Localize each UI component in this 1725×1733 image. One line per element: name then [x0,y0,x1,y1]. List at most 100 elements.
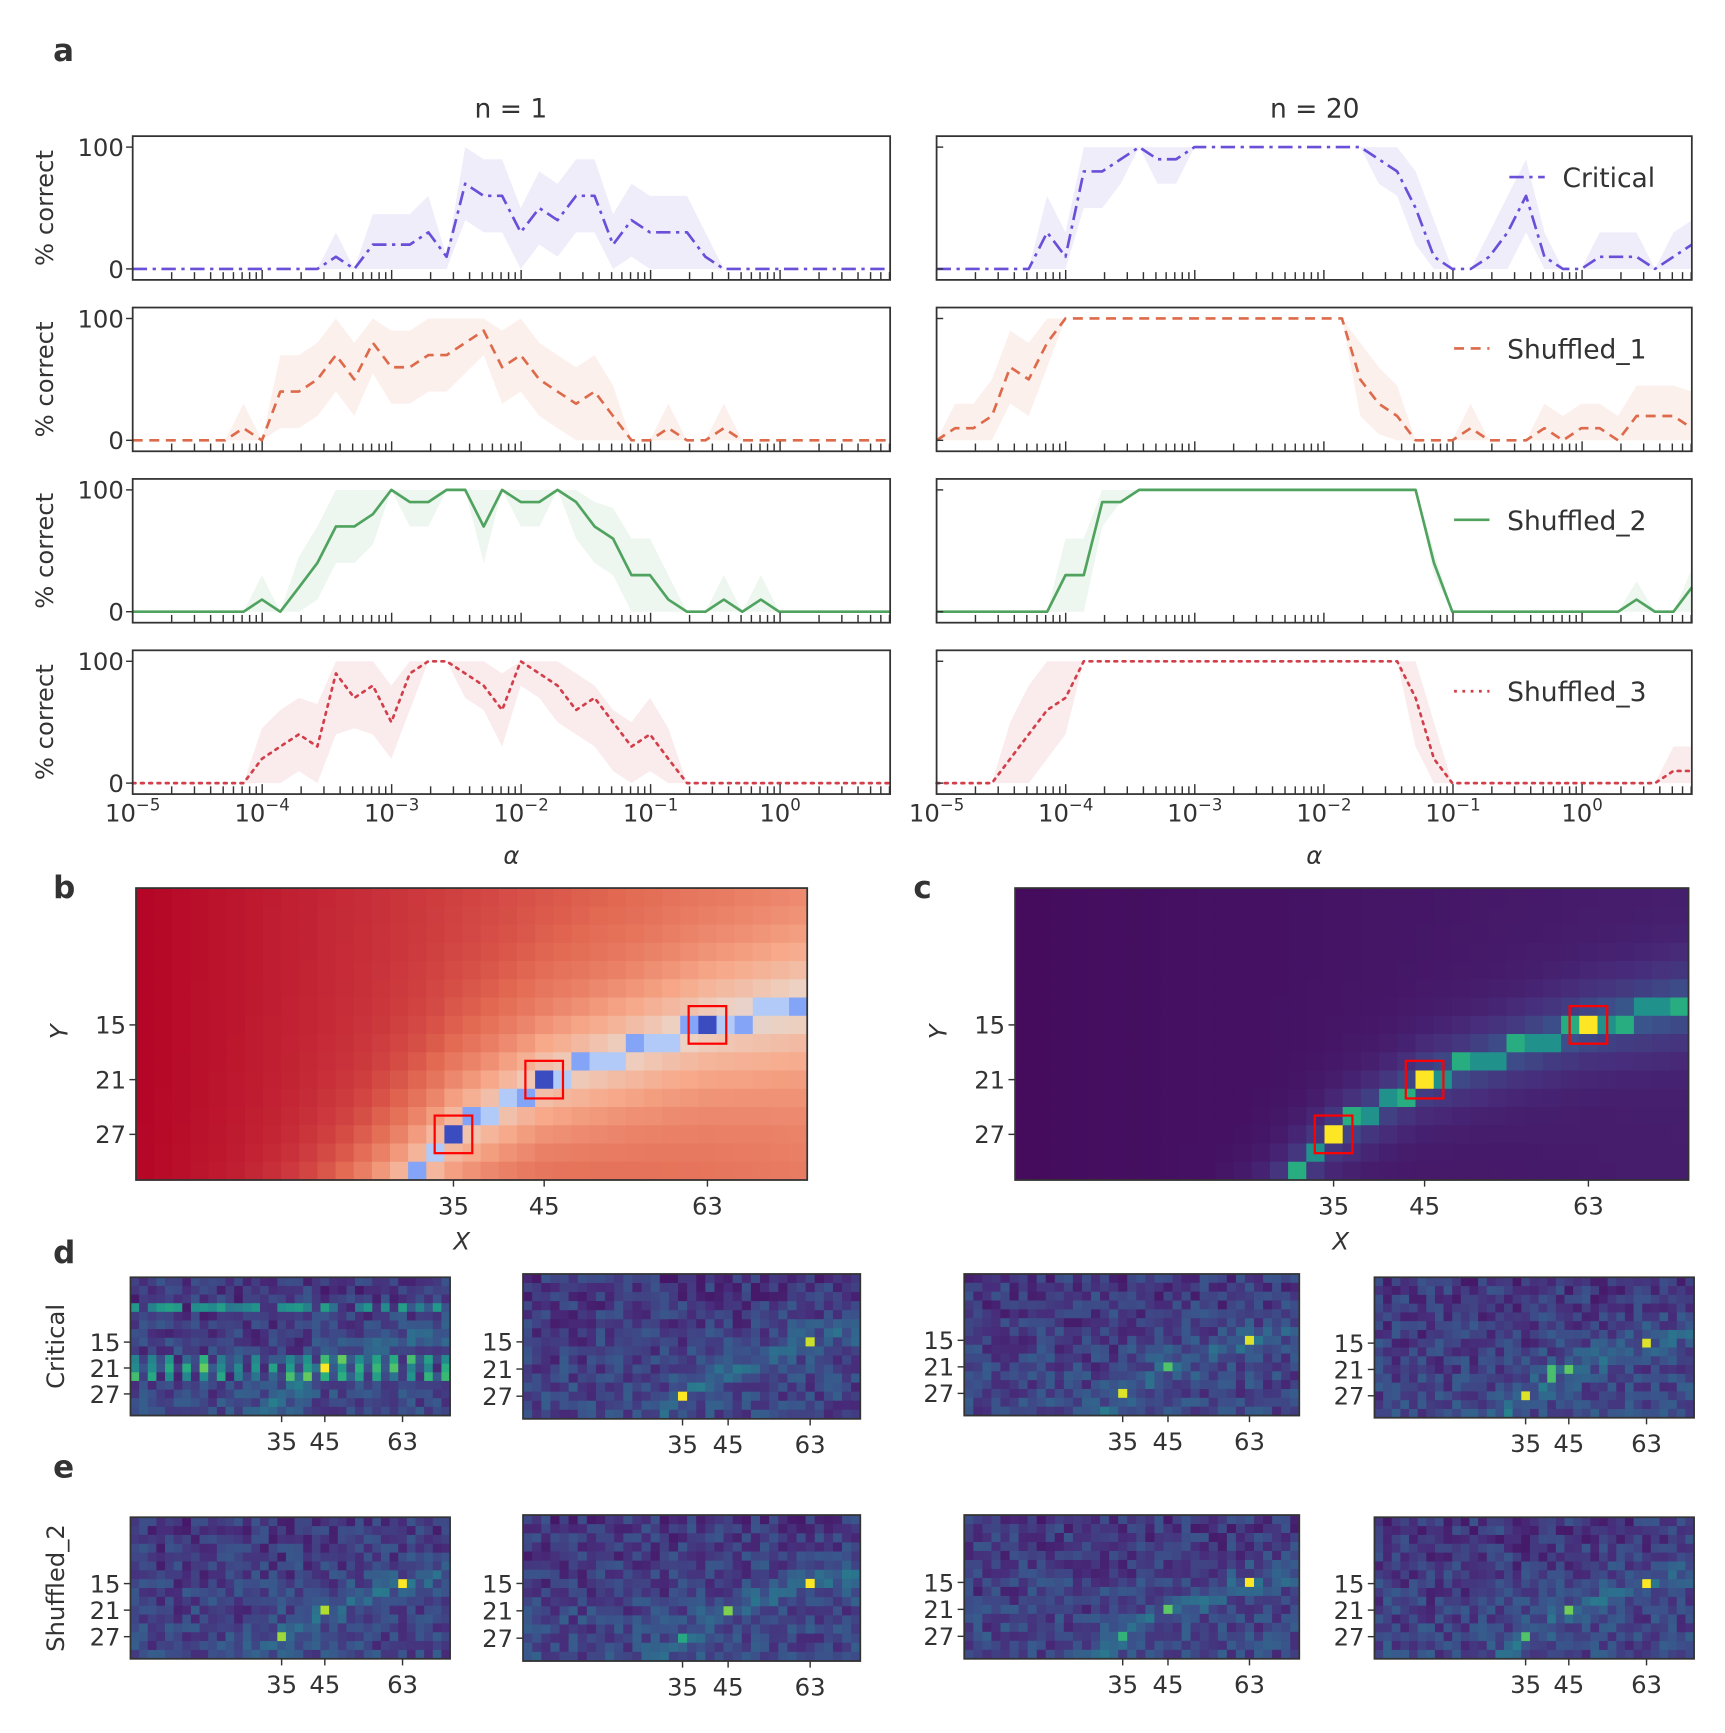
heatmap-cell [982,1318,993,1328]
heatmap-cell [805,1283,816,1293]
heatmap-cell [1443,1391,1453,1401]
y-tick-label: 15 [923,1326,954,1355]
heatmap-cell [294,1588,304,1598]
heatmap-cell [1100,1300,1110,1311]
heatmap-cell [1145,1327,1156,1337]
heatmap-cell [242,1346,253,1356]
heatmap-cell [234,1517,244,1527]
heatmap-cell [964,1353,974,1364]
heatmap-cell [424,1346,434,1356]
heatmap-cell [1109,1388,1119,1399]
heatmap-cell [311,1372,322,1382]
heatmap-cell [262,997,282,1017]
x-axis-label: α [1306,841,1322,870]
heatmap-cell [1685,1365,1695,1375]
heatmap-cell [268,1363,278,1373]
heatmap-cell [285,1277,296,1287]
heatmap-cell [1033,888,1053,907]
heatmap-cell [1178,1143,1198,1163]
heatmap-cell [1288,1034,1307,1053]
heatmap-cell [182,1311,192,1322]
heatmap-cell [147,1372,158,1382]
heatmap-cell [190,1294,201,1304]
heatmap-cell [1633,1373,1643,1384]
heatmap-cell [165,1285,175,1296]
heatmap-cell [1434,1373,1445,1384]
heatmap-cell [1015,924,1034,944]
heatmap-cell [982,1353,993,1364]
heatmap-cell [1512,1294,1522,1305]
heatmap-cell [380,1588,391,1598]
heatmap-cell [1251,1052,1271,1072]
heatmap-cell [659,1310,670,1320]
heatmap-cell [814,1409,825,1420]
heatmap-cell [424,1614,434,1625]
heatmap-cell [1642,1347,1652,1357]
heatmap-cell [770,924,790,944]
heatmap-cell [1597,906,1617,926]
heatmap-cell [1469,1329,1479,1340]
y-tick-label: 21 [974,1065,1005,1094]
heatmap-cell [973,1344,984,1355]
heatmap-cell [1124,1034,1144,1053]
heatmap-cell [1426,1347,1436,1357]
heatmap-cell [406,1596,417,1607]
heatmap-cell [311,1346,322,1356]
heatmap-cell [1269,1143,1289,1163]
heatmap-cell [1486,1277,1497,1287]
heatmap-cell [299,888,319,907]
heatmap-cell [1051,1107,1071,1126]
heatmap-cell [1215,1070,1235,1090]
heatmap-cell [625,1125,645,1145]
heatmap-cell [363,1303,373,1313]
heatmap-cell [408,1070,427,1090]
heatmap-cell [1197,1070,1216,1090]
heatmap-cell [1433,1143,1453,1163]
heatmap-cell [1443,1373,1453,1384]
heatmap-cell [553,888,573,907]
heatmap-cell [130,1543,140,1554]
heatmap-cell [380,1543,391,1554]
heatmap-cell [1244,1282,1255,1293]
heatmap-cell [760,1292,770,1302]
heatmap-cell [760,1382,770,1393]
heatmap-cell [329,1363,339,1373]
heatmap-cell [614,1328,624,1339]
heatmap-cell [1642,1373,1652,1384]
heatmap-cell [1400,1391,1410,1401]
heatmap-cell [1124,1070,1144,1090]
heatmap-cell [589,1143,609,1163]
heatmap-cell [1452,1303,1462,1314]
heatmap-cell [353,1088,373,1108]
heatmap-cell [1244,1380,1255,1390]
heatmap-cell [251,1346,261,1356]
heatmap-cell [353,888,373,907]
heatmap-cell [1433,1125,1453,1145]
heatmap-cell [796,1373,807,1384]
heatmap-cell [480,1088,500,1108]
heatmap-cell [1015,1070,1034,1090]
heatmap-cell [268,1380,278,1391]
x-tick-label: 63 [1573,1191,1604,1220]
heatmap-cell [1542,924,1562,944]
heatmap-cell [1642,1391,1652,1401]
heatmap-cell [147,1543,158,1554]
heatmap-cell [303,1294,313,1304]
heatmap-cell [964,1380,974,1390]
heatmap-cell [1470,1052,1489,1072]
heatmap-cell [832,1301,843,1311]
heatmap-cell [541,1301,552,1311]
heatmap-cell [372,1623,382,1633]
heatmap-cell [1670,1052,1690,1072]
heatmap-cell [614,1319,624,1329]
heatmap-cell [535,979,554,999]
heatmap-cell [199,1526,209,1536]
heatmap-cell [973,1388,984,1399]
heatmap-cell [432,1406,443,1417]
heatmap-cell [1360,1088,1380,1108]
heatmap-cell [1443,1294,1453,1305]
heatmap-cell [1091,1406,1101,1417]
heatmap-cell [1642,1303,1652,1314]
heatmap-cell [262,1015,282,1035]
heatmap-cell [789,1107,808,1126]
